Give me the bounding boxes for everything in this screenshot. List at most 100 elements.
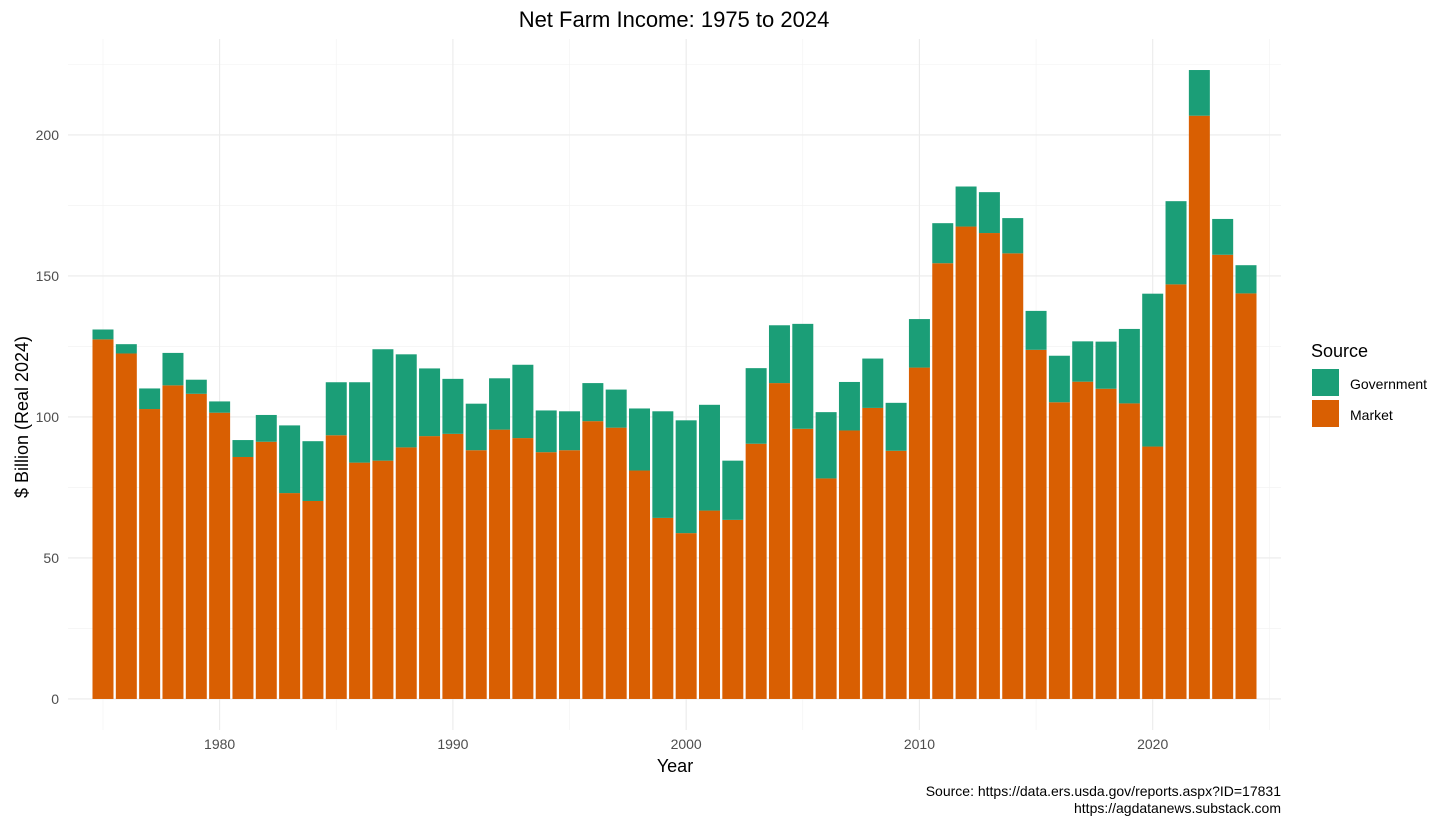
bar-market-2018 — [1095, 388, 1117, 699]
bar-market-1996 — [582, 421, 604, 699]
bar-government-1989 — [419, 368, 441, 437]
bar-government-2000 — [675, 420, 697, 534]
bar-market-2007 — [838, 430, 860, 699]
bar-government-1984 — [302, 441, 324, 501]
bar-market-2013 — [978, 233, 1000, 699]
bar-market-2000 — [675, 533, 697, 699]
bar-market-1986 — [349, 462, 371, 699]
x-tick-label: 2020 — [1137, 736, 1168, 752]
caption-source: Source: https://data.ers.usda.gov/report… — [926, 783, 1281, 799]
bar-market-1978 — [162, 385, 184, 699]
bar-market-2005 — [792, 428, 814, 699]
bar-government-2014 — [1002, 218, 1024, 254]
x-tick-label: 2000 — [671, 736, 702, 752]
bar-market-1988 — [395, 447, 417, 699]
bar-market-2011 — [932, 263, 954, 699]
bar-market-2017 — [1072, 381, 1094, 699]
bar-market-1994 — [535, 452, 557, 699]
bar-government-1996 — [582, 383, 604, 422]
bar-market-1999 — [652, 517, 674, 699]
bar-government-2017 — [1072, 341, 1094, 382]
bars — [92, 70, 1257, 699]
bar-government-2021 — [1165, 201, 1187, 285]
bar-government-2009 — [885, 402, 907, 451]
bar-government-2012 — [955, 186, 977, 227]
caption-url: https://agdatanews.substack.com — [1074, 800, 1281, 816]
bar-market-1980 — [209, 412, 231, 699]
bar-government-2023 — [1212, 218, 1234, 255]
bar-market-2009 — [885, 450, 907, 699]
y-tick-label: 50 — [43, 550, 59, 566]
bar-market-2004 — [768, 383, 790, 699]
bar-government-2004 — [768, 325, 790, 384]
bar-government-1988 — [395, 354, 417, 448]
legend-key-government — [1312, 369, 1339, 396]
bar-government-2016 — [1048, 355, 1070, 403]
bar-market-2022 — [1188, 115, 1210, 699]
bar-market-1989 — [419, 436, 441, 699]
bar-market-1985 — [325, 435, 347, 699]
y-tick-label: 100 — [36, 409, 60, 425]
bar-market-1995 — [559, 450, 581, 699]
bar-government-2015 — [1025, 310, 1047, 350]
tick-labels: 0 50 100 150 200 1980 1990 2000 2010 2020 — [36, 127, 1169, 752]
bar-market-1997 — [605, 427, 627, 699]
bar-market-2015 — [1025, 349, 1047, 699]
bar-government-1979 — [185, 379, 207, 394]
bar-government-1985 — [325, 382, 347, 436]
bar-market-2019 — [1118, 403, 1140, 699]
bar-government-1983 — [279, 425, 301, 494]
bar-market-1975 — [92, 339, 114, 699]
bar-market-1976 — [115, 353, 137, 699]
bar-government-1993 — [512, 364, 534, 439]
legend-key-market — [1312, 400, 1339, 427]
bar-government-1980 — [209, 401, 231, 413]
bar-government-1986 — [349, 382, 371, 463]
legend-label-market: Market — [1350, 407, 1393, 423]
x-tick-label: 2010 — [904, 736, 935, 752]
bar-market-1982 — [255, 441, 277, 699]
bar-government-2024 — [1235, 265, 1257, 294]
chart-title: Net Farm Income: 1975 to 2024 — [519, 7, 830, 32]
bar-market-2003 — [745, 443, 767, 699]
bar-government-1997 — [605, 389, 627, 428]
bar-market-1992 — [489, 429, 511, 699]
bar-market-1993 — [512, 438, 534, 699]
legend-label-government: Government — [1350, 376, 1427, 392]
legend: Source Government Market — [1311, 341, 1427, 427]
y-tick-label: 200 — [36, 127, 60, 143]
bar-government-1999 — [652, 411, 674, 518]
bar-government-1982 — [255, 414, 277, 442]
bar-government-2013 — [978, 192, 1000, 234]
bar-market-2012 — [955, 226, 977, 699]
x-axis-title: Year — [657, 756, 693, 776]
bar-market-1990 — [442, 433, 464, 699]
bar-market-1991 — [465, 450, 487, 699]
bar-government-1995 — [559, 411, 581, 451]
x-tick-label: 1980 — [204, 736, 235, 752]
bar-government-1977 — [139, 388, 161, 410]
bar-government-2020 — [1142, 293, 1164, 447]
bar-government-1987 — [372, 349, 394, 461]
bar-market-2014 — [1002, 253, 1024, 699]
bar-government-2006 — [815, 412, 837, 479]
bar-market-1979 — [185, 393, 207, 699]
bar-market-2008 — [862, 407, 884, 699]
bar-market-2023 — [1212, 254, 1234, 699]
bar-government-2019 — [1118, 328, 1140, 404]
bar-market-1983 — [279, 493, 301, 699]
bar-government-1998 — [629, 408, 651, 471]
bar-government-2007 — [838, 381, 860, 431]
bar-government-1978 — [162, 352, 184, 386]
bar-government-1992 — [489, 378, 511, 430]
bar-government-2010 — [908, 319, 930, 368]
bar-market-2021 — [1165, 284, 1187, 699]
legend-title: Source — [1311, 341, 1368, 361]
bar-market-1984 — [302, 500, 324, 699]
bar-government-1994 — [535, 410, 557, 453]
y-axis-title: $ Billion (Real 2024) — [12, 336, 32, 498]
bar-market-2016 — [1048, 402, 1070, 699]
bar-government-1975 — [92, 329, 114, 340]
bar-government-2003 — [745, 368, 767, 444]
